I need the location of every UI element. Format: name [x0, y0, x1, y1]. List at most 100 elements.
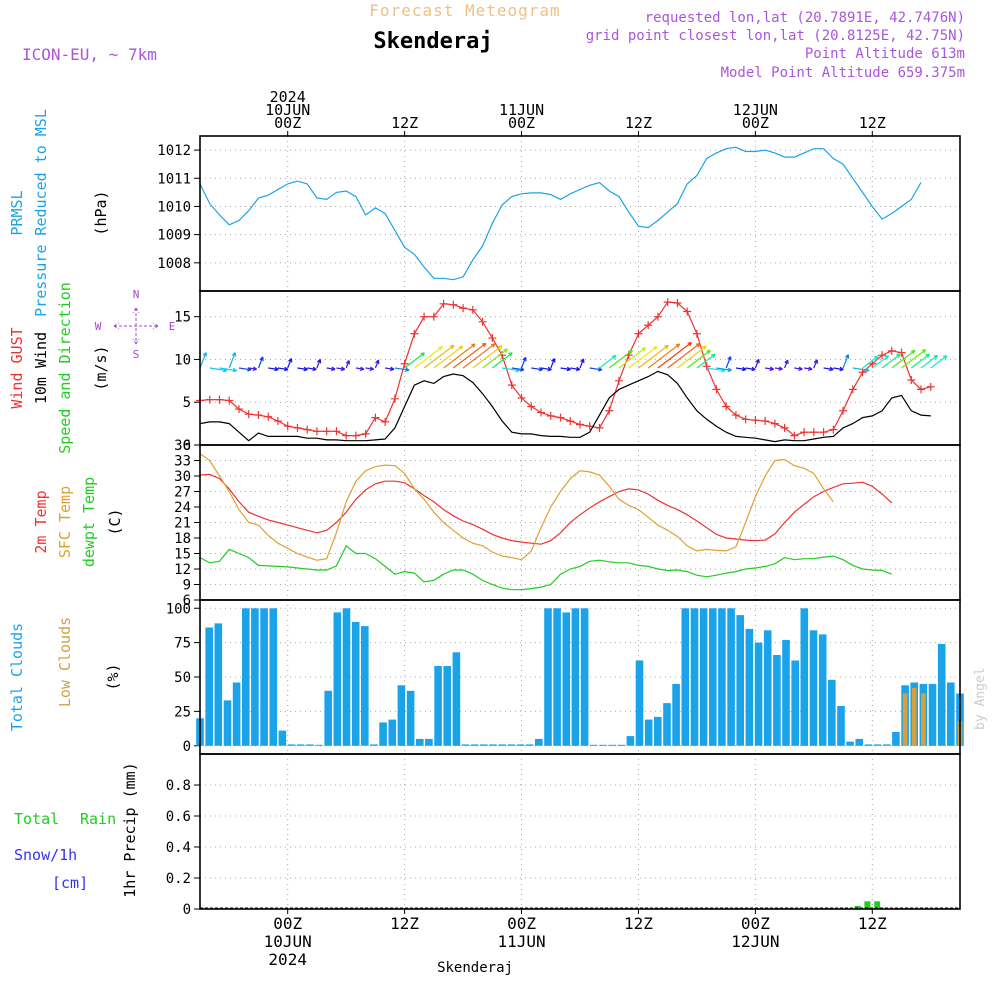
pressure-ytick-label: 1008 [157, 256, 191, 272]
gust-marker [410, 329, 419, 338]
bottom-time-label: 2024 [268, 950, 307, 969]
total-cloud-bar [205, 627, 213, 746]
top-time-label: 00Z [274, 114, 301, 132]
sfc-temp-line [199, 453, 834, 561]
temperature-ytick-label: 15 [174, 547, 191, 563]
total-cloud-bar [535, 738, 543, 746]
pressure-ytick-label: 1011 [157, 171, 191, 187]
wind-arrow [385, 366, 395, 372]
clouds-ytick-label: 0 [183, 739, 191, 755]
dewpoint-line [199, 544, 893, 591]
bottom-time-label: 11JUN [497, 932, 545, 951]
gust-marker [761, 417, 770, 426]
precip-panel-frame [199, 753, 961, 910]
total-cloud-bar [242, 608, 250, 746]
model-label: ICON-EU, ~ 7km [22, 45, 157, 64]
wind-arrow [219, 367, 237, 373]
total-cloud-bar [333, 612, 342, 746]
gust-marker [819, 428, 828, 437]
total-cloud-bar [745, 628, 754, 746]
rain-bar [854, 905, 861, 909]
bottom-time-label: 10JUN [264, 932, 312, 951]
gust-marker [459, 304, 468, 313]
bottom-time-label: 12Z [624, 914, 653, 933]
gust-marker [527, 402, 536, 411]
bottom-time-label: 00Z [507, 914, 536, 933]
total-cloud-bar [672, 683, 680, 746]
gust-marker [478, 317, 487, 326]
total-cloud-bar [489, 744, 497, 746]
pressure-label-msl: Pressure Reduced to MSL [32, 109, 50, 317]
bottom-time-label: 12Z [390, 914, 419, 933]
gust-marker [653, 312, 662, 321]
total-cloud-bar [370, 744, 378, 746]
gridpoint-coords: grid point closest lon,lat (20.8125E, 42… [586, 28, 965, 44]
wind-arrow [345, 360, 350, 369]
wind-arrow [647, 343, 681, 369]
rain-bar [874, 901, 881, 910]
gust-marker [848, 385, 857, 394]
wind-unit-label: (m/s) [92, 345, 110, 390]
total-cloud-bar [251, 608, 259, 746]
wind-10m-label: 10m Wind [32, 332, 50, 404]
wind-arrow [228, 352, 237, 369]
bottom-time-label: 12JUN [731, 932, 779, 951]
precip-ytick-label: 0.6 [166, 809, 191, 825]
top-time-label: 00Z [508, 114, 535, 132]
wind-arrow [336, 366, 346, 372]
temperature-ytick-label: 33 [174, 454, 191, 470]
wind-arrow [550, 358, 556, 369]
gust-marker [605, 406, 614, 415]
total-cloud-bar [736, 615, 744, 746]
gust-marker [390, 394, 399, 403]
wind-arrow [784, 359, 789, 369]
wind-arrow [482, 348, 508, 369]
sfc-temp-label: SFC Temp [56, 486, 74, 558]
gust-marker [342, 431, 351, 440]
temperature-ytick-label: 30 [174, 469, 191, 485]
top-time-label: 2024 [270, 88, 306, 106]
total-cloud-bar [782, 639, 790, 746]
gust-marker [712, 385, 721, 394]
total-cloud-bar [443, 666, 451, 746]
gust-marker [273, 417, 282, 426]
gust-marker [595, 423, 604, 432]
low-cloud-bar [902, 693, 908, 746]
gust-marker [332, 427, 341, 436]
gust-marker [439, 299, 448, 308]
clouds-ytick-label: 100 [166, 601, 191, 617]
wind-arrow [599, 354, 617, 369]
wind-arrow [491, 352, 513, 369]
wind-arrow [871, 355, 890, 369]
requested-coords: requested lon,lat (20.7891E, 42.7476N) [645, 10, 965, 26]
total-cloud-bar [406, 690, 415, 746]
pressure-line [199, 146, 922, 281]
wind-arrow [511, 367, 525, 372]
wind-ytick-label: 15 [174, 310, 191, 326]
gust-marker [809, 428, 818, 437]
total-cloud-bar [837, 705, 845, 746]
precip-ytick-label: 0.2 [166, 871, 191, 887]
wind-arrow [794, 366, 803, 371]
precip-ytick-label: 0.8 [166, 778, 191, 794]
model-altitude: Model Point Altitude 659.375m [721, 65, 965, 81]
total-cloud-bar [480, 744, 488, 746]
pressure-ytick-label: 1012 [157, 143, 191, 159]
clouds-ytick-label: 50 [174, 670, 191, 686]
total-cloud-bar [507, 744, 516, 746]
gust-marker [780, 423, 789, 432]
gust-marker [907, 375, 916, 384]
wind-arrow [833, 366, 844, 372]
gust-marker [770, 419, 779, 428]
wind-arrow [920, 354, 939, 369]
point-altitude: Point Altitude 613m [805, 46, 965, 62]
total-cloud-bar [690, 608, 699, 746]
precip-rain-label: Rain [80, 810, 116, 828]
gust-marker [644, 321, 653, 330]
pressure-ytick-label: 1009 [157, 228, 191, 244]
wind-arrow [374, 359, 380, 369]
temperature-ytick-label: 6 [183, 593, 191, 609]
total-cloud-bar [718, 608, 726, 746]
wind-arrow [433, 345, 464, 369]
